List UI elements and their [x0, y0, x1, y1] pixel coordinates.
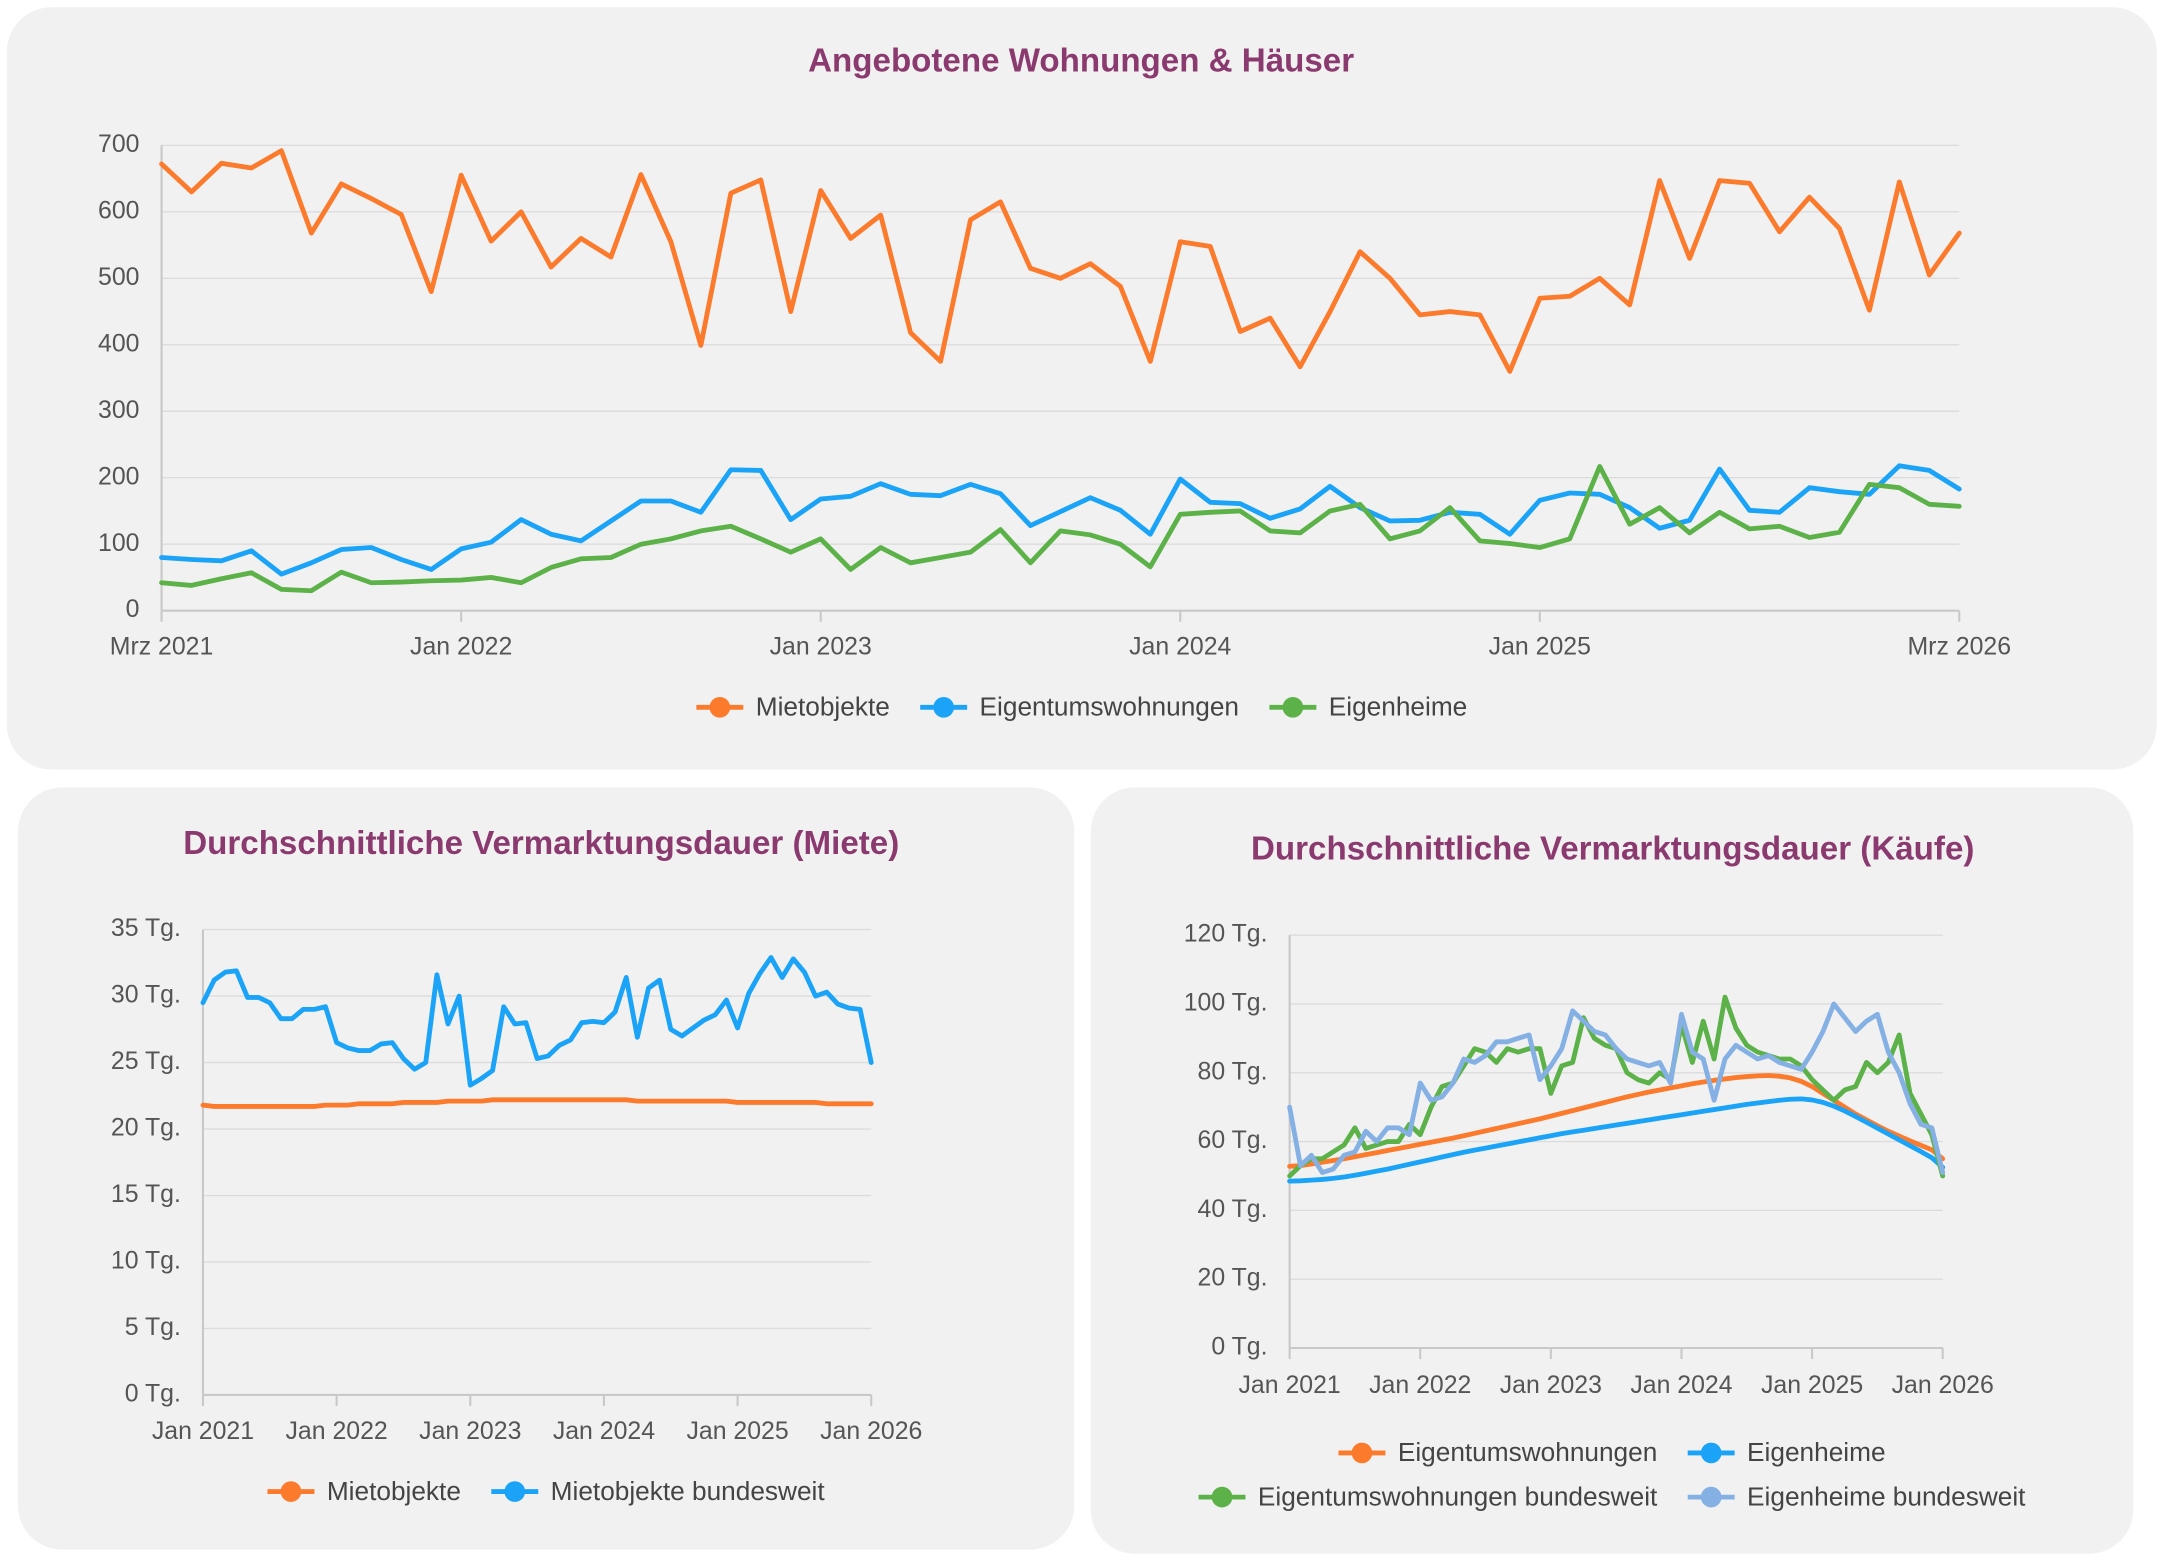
y-tick-label: 0 Tg. [1211, 1334, 1267, 1361]
legend-item: Eigentumswohnungen bundesweit [1198, 1481, 1658, 1511]
y-tick-label: 100 Tg. [1184, 990, 1268, 1017]
y-tick-label: 300 [98, 397, 139, 424]
y-tick-label: 200 [98, 463, 139, 490]
panel [6, 7, 2157, 770]
legend-label: Mietobjekte bundesweit [551, 1476, 826, 1506]
legend-label: Eigenheime [1747, 1437, 1885, 1467]
y-tick-label: 100 [98, 530, 139, 557]
x-tick-label: Jan 2026 [1892, 1372, 1994, 1399]
legend-marker [1700, 1486, 1722, 1508]
legend-label: Eigenheime bundesweit [1747, 1481, 2026, 1511]
legend-marker [1211, 1486, 1233, 1508]
y-tick-label: 80 Tg. [1198, 1058, 1268, 1085]
legend-label: Mietobjekte [756, 692, 890, 722]
y-tick-label: 20 Tg. [1198, 1265, 1268, 1292]
legend-label: Eigenheime [1329, 692, 1467, 722]
x-tick-label: Jan 2024 [1630, 1372, 1732, 1399]
legend-item: Eigentumswohnungen [1338, 1437, 1657, 1467]
legend-marker [1700, 1442, 1722, 1464]
series-line [159, 148, 1962, 374]
x-tick-label: Jan 2024 [1129, 634, 1231, 661]
x-tick-label: Jan 2025 [1761, 1372, 1863, 1399]
series-line [159, 463, 1962, 577]
x-tick-label: Jan 2022 [1369, 1372, 1471, 1399]
x-tick-label: Jan 2026 [820, 1418, 922, 1445]
legend-marker [504, 1481, 526, 1502]
panel [17, 787, 1075, 1550]
legend-item: Eigenheime [1687, 1437, 1886, 1467]
legend-marker [280, 1481, 302, 1502]
series-line [200, 955, 874, 1088]
x-tick-label: Jan 2025 [1489, 634, 1591, 661]
legend-item: Eigentumswohnungen [920, 692, 1239, 722]
series-line [200, 1097, 874, 1109]
y-tick-label: 60 Tg. [1198, 1127, 1268, 1154]
x-tick-label: Jan 2021 [152, 1418, 254, 1445]
y-tick-label: 25 Tg. [111, 1048, 181, 1075]
legend-label: Eigentumswohnungen [980, 692, 1239, 722]
series-line [1287, 1096, 1946, 1184]
chart-title: Angebotene Wohnungen & Häuser [808, 42, 1354, 79]
legend-marker [1282, 696, 1304, 718]
y-tick-label: 35 Tg. [111, 915, 181, 942]
x-tick-label: Mrz 2021 [110, 634, 214, 661]
y-tick-label: 0 [126, 596, 140, 623]
x-tick-label: Jan 2023 [419, 1418, 521, 1445]
legend-label: Mietobjekte [327, 1476, 461, 1506]
y-tick-label: 700 [98, 131, 139, 158]
y-tick-label: 40 Tg. [1198, 1196, 1268, 1223]
legend-marker [709, 696, 731, 718]
series-line [159, 464, 1962, 594]
y-tick-label: 30 Tg. [111, 982, 181, 1009]
legend-marker [933, 696, 955, 718]
legend-item: Mietobjekte bundesweit [491, 1476, 825, 1506]
chart-title: Durchschnittliche Vermarktungsdauer (Mie… [183, 825, 899, 862]
legend-item: Eigenheime bundesweit [1687, 1481, 2026, 1511]
legend-label: Eigentumswohnungen [1398, 1437, 1657, 1467]
legend-label: Eigentumswohnungen bundesweit [1258, 1481, 1658, 1511]
y-tick-label: 20 Tg. [111, 1115, 181, 1142]
legend-item: Eigenheime [1269, 692, 1467, 722]
x-tick-label: Jan 2021 [1238, 1372, 1340, 1399]
legend-item: Mietobjekte [696, 692, 890, 722]
y-tick-label: 0 Tg. [125, 1380, 181, 1407]
x-tick-label: Jan 2022 [410, 634, 512, 661]
y-tick-label: 5 Tg. [125, 1314, 181, 1341]
x-tick-label: Jan 2023 [1500, 1372, 1602, 1399]
panel [1090, 787, 2134, 1554]
x-tick-label: Jan 2025 [686, 1418, 788, 1445]
x-tick-label: Jan 2023 [770, 634, 872, 661]
legend-marker [1351, 1442, 1373, 1464]
x-tick-label: Mrz 2026 [1907, 634, 2011, 661]
series-line [1287, 1001, 1946, 1175]
x-tick-label: Jan 2024 [553, 1418, 655, 1445]
y-tick-label: 15 Tg. [111, 1181, 181, 1208]
x-tick-label: Jan 2022 [286, 1418, 388, 1445]
chart-title: Durchschnittliche Vermarktungsdauer (Käu… [1251, 831, 1974, 868]
y-tick-label: 120 Tg. [1184, 921, 1268, 948]
y-tick-label: 10 Tg. [111, 1248, 181, 1275]
legend-item: Mietobjekte [267, 1476, 461, 1506]
y-tick-label: 600 [98, 197, 139, 224]
y-tick-label: 500 [98, 264, 139, 291]
y-tick-label: 400 [98, 330, 139, 357]
